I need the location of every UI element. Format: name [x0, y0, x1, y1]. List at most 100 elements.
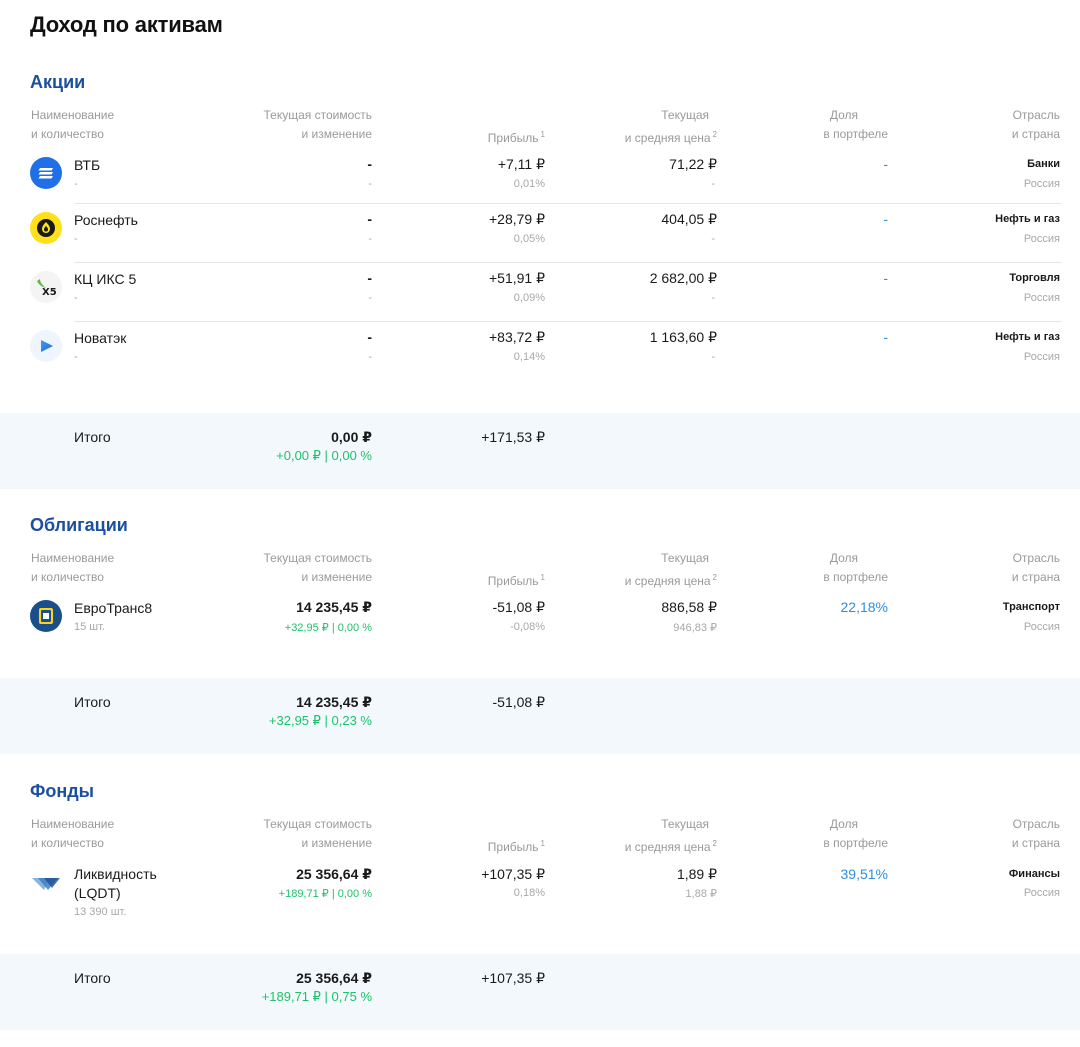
asset-value-change: - — [368, 233, 372, 245]
asset-sector: Финансы — [1008, 868, 1060, 880]
asset-profit-pct: -0,08% — [510, 621, 545, 633]
asset-value-change: - — [368, 351, 372, 363]
asset-share: 39,51% — [840, 866, 888, 882]
asset-qty: - — [74, 351, 78, 363]
total-change: +32,95 ₽ | 0,23 % — [268, 713, 372, 728]
x5-logo-icon: X5 — [30, 271, 62, 303]
asset-price: 886,58 ₽ — [661, 599, 717, 615]
asset-name: ВТБ — [74, 157, 101, 173]
asset-profit-pct: 0,18% — [513, 887, 545, 899]
total-profit: -51,08 ₽ — [492, 694, 546, 710]
asset-profit: +83,72 ₽ — [488, 329, 545, 345]
total-label: Итого — [74, 970, 111, 986]
header-value: Текущая стоимость и изменение — [263, 551, 372, 584]
asset-profit-pct: 0,05% — [513, 233, 545, 245]
asset-value: 14 235,45 ₽ — [296, 599, 372, 615]
asset-sector: Нефть и газ — [995, 331, 1060, 343]
total-label: Итого — [74, 429, 111, 445]
asset-qty: 13 390 шт. — [74, 906, 127, 918]
asset-avg-price: - — [711, 351, 715, 363]
asset-qty: 15 шт. — [74, 621, 105, 633]
total-band-stocks: Итого 0,00 ₽ +0,00 ₽ | 0,00 % +171,53 ₽ — [0, 413, 1080, 489]
total-change: +189,71 ₽ | 0,75 % — [261, 989, 372, 1004]
asset-country: Россия — [1023, 351, 1060, 363]
header-profit: Прибыль 1 — [487, 130, 545, 145]
asset-country: Россия — [1023, 887, 1060, 899]
asset-qty: - — [74, 178, 78, 190]
section-title-funds: Фонды — [30, 781, 95, 801]
section-title-bonds: Облигации — [30, 515, 128, 535]
asset-value-change: +189,71 ₽ | 0,00 % — [278, 888, 372, 900]
header-price: Текущая и средняя цена 2 — [624, 551, 717, 588]
asset-sector: Торговля — [1009, 272, 1060, 284]
asset-share: - — [883, 211, 888, 227]
asset-name: Роснефть — [74, 212, 138, 228]
header-share: Доля в портфеле — [823, 108, 888, 141]
vtb-logo-icon — [30, 157, 62, 189]
asset-share: 22,18% — [840, 599, 888, 615]
total-band-bonds: Итого 14 235,45 ₽ +32,95 ₽ | 0,23 % -51,… — [0, 678, 1080, 754]
total-value: 25 356,64 ₽ — [296, 970, 372, 986]
asset-price: 404,05 ₽ — [661, 211, 717, 227]
asset-value: - — [367, 270, 372, 286]
asset-value: - — [367, 211, 372, 227]
asset-share: - — [883, 270, 888, 286]
asset-name: Новатэк — [74, 330, 127, 346]
total-profit: +171,53 ₽ — [481, 429, 545, 445]
row-divider — [74, 321, 1062, 322]
asset-profit: +28,79 ₽ — [488, 211, 545, 227]
asset-avg-price: - — [711, 178, 715, 190]
rosneft-logo-icon — [30, 212, 62, 244]
asset-profit-pct: 0,01% — [513, 178, 545, 190]
total-value: 0,00 ₽ — [331, 429, 372, 445]
header-sector: Отрасль и страна — [1011, 551, 1060, 584]
table-row[interactable]: ВТБ - - - +7,11 ₽ 0,01% 71,22 ₽ - - Банк… — [0, 152, 1080, 204]
asset-profit-pct: 0,14% — [513, 351, 545, 363]
table-row[interactable]: X5 КЦ ИКС 5 - - - +51,91 ₽ 0,09% 2 682,0… — [0, 266, 1080, 322]
table-row[interactable]: Новатэк - - - +83,72 ₽ 0,14% 1 163,60 ₽ … — [0, 325, 1080, 381]
asset-price: 71,22 ₽ — [669, 156, 717, 172]
table-row[interactable]: ЕвроТранс8 15 шт. 14 235,45 ₽ +32,95 ₽ |… — [0, 595, 1080, 655]
section-title-stocks: Акции — [30, 72, 86, 92]
table-row[interactable]: Ликвидность (LQDT) 13 390 шт. 25 356,64 ₽… — [0, 862, 1080, 932]
novatek-logo-icon — [30, 330, 62, 362]
asset-profit: -51,08 ₽ — [492, 599, 546, 615]
asset-value-change: +32,95 ₽ | 0,00 % — [284, 622, 372, 634]
asset-country: Россия — [1023, 178, 1060, 190]
asset-price: 1,89 ₽ — [676, 866, 717, 882]
header-profit: Прибыль 1 — [487, 839, 545, 854]
asset-price: 1 163,60 ₽ — [649, 329, 717, 345]
asset-value-change: - — [368, 178, 372, 190]
asset-name: ЕвроТранс8 — [74, 600, 153, 616]
header-share: Доля в портфеле — [823, 551, 888, 584]
asset-avg-price: 946,83 ₽ — [673, 622, 717, 634]
header-name: Наименование и количество — [31, 551, 115, 584]
total-label: Итого — [74, 694, 111, 710]
header-profit: Прибыль 1 — [487, 573, 545, 588]
asset-profit: +51,91 ₽ — [488, 270, 545, 286]
asset-share: - — [883, 156, 888, 172]
asset-country: Россия — [1023, 233, 1060, 245]
total-band-funds: Итого 25 356,64 ₽ +189,71 ₽ | 0,75 % +10… — [0, 954, 1080, 1030]
row-divider — [74, 203, 1062, 204]
header-sector: Отрасль и страна — [1011, 817, 1060, 850]
asset-value: - — [367, 156, 372, 172]
asset-name: КЦ ИКС 5 — [74, 271, 137, 287]
header-sector: Отрасль и страна — [1011, 108, 1060, 141]
asset-sector: Нефть и газ — [995, 213, 1060, 225]
asset-country: Россия — [1023, 621, 1060, 633]
row-divider — [74, 262, 1062, 263]
asset-value: 25 356,64 ₽ — [296, 866, 372, 882]
asset-profit: +7,11 ₽ — [497, 156, 545, 172]
table-row[interactable]: Роснефть - - - +28,79 ₽ 0,05% 404,05 ₽ -… — [0, 207, 1080, 263]
header-value: Текущая стоимость и изменение — [263, 108, 372, 141]
asset-avg-price: - — [711, 233, 715, 245]
total-profit: +107,35 ₽ — [481, 970, 545, 986]
svg-text:X5: X5 — [42, 287, 57, 298]
asset-avg-price: - — [711, 292, 715, 304]
asset-value-change: - — [368, 292, 372, 304]
asset-sector: Банки — [1027, 158, 1060, 170]
header-value: Текущая стоимость и изменение — [263, 817, 372, 850]
asset-profit-pct: 0,09% — [513, 292, 545, 304]
asset-value: - — [367, 329, 372, 345]
